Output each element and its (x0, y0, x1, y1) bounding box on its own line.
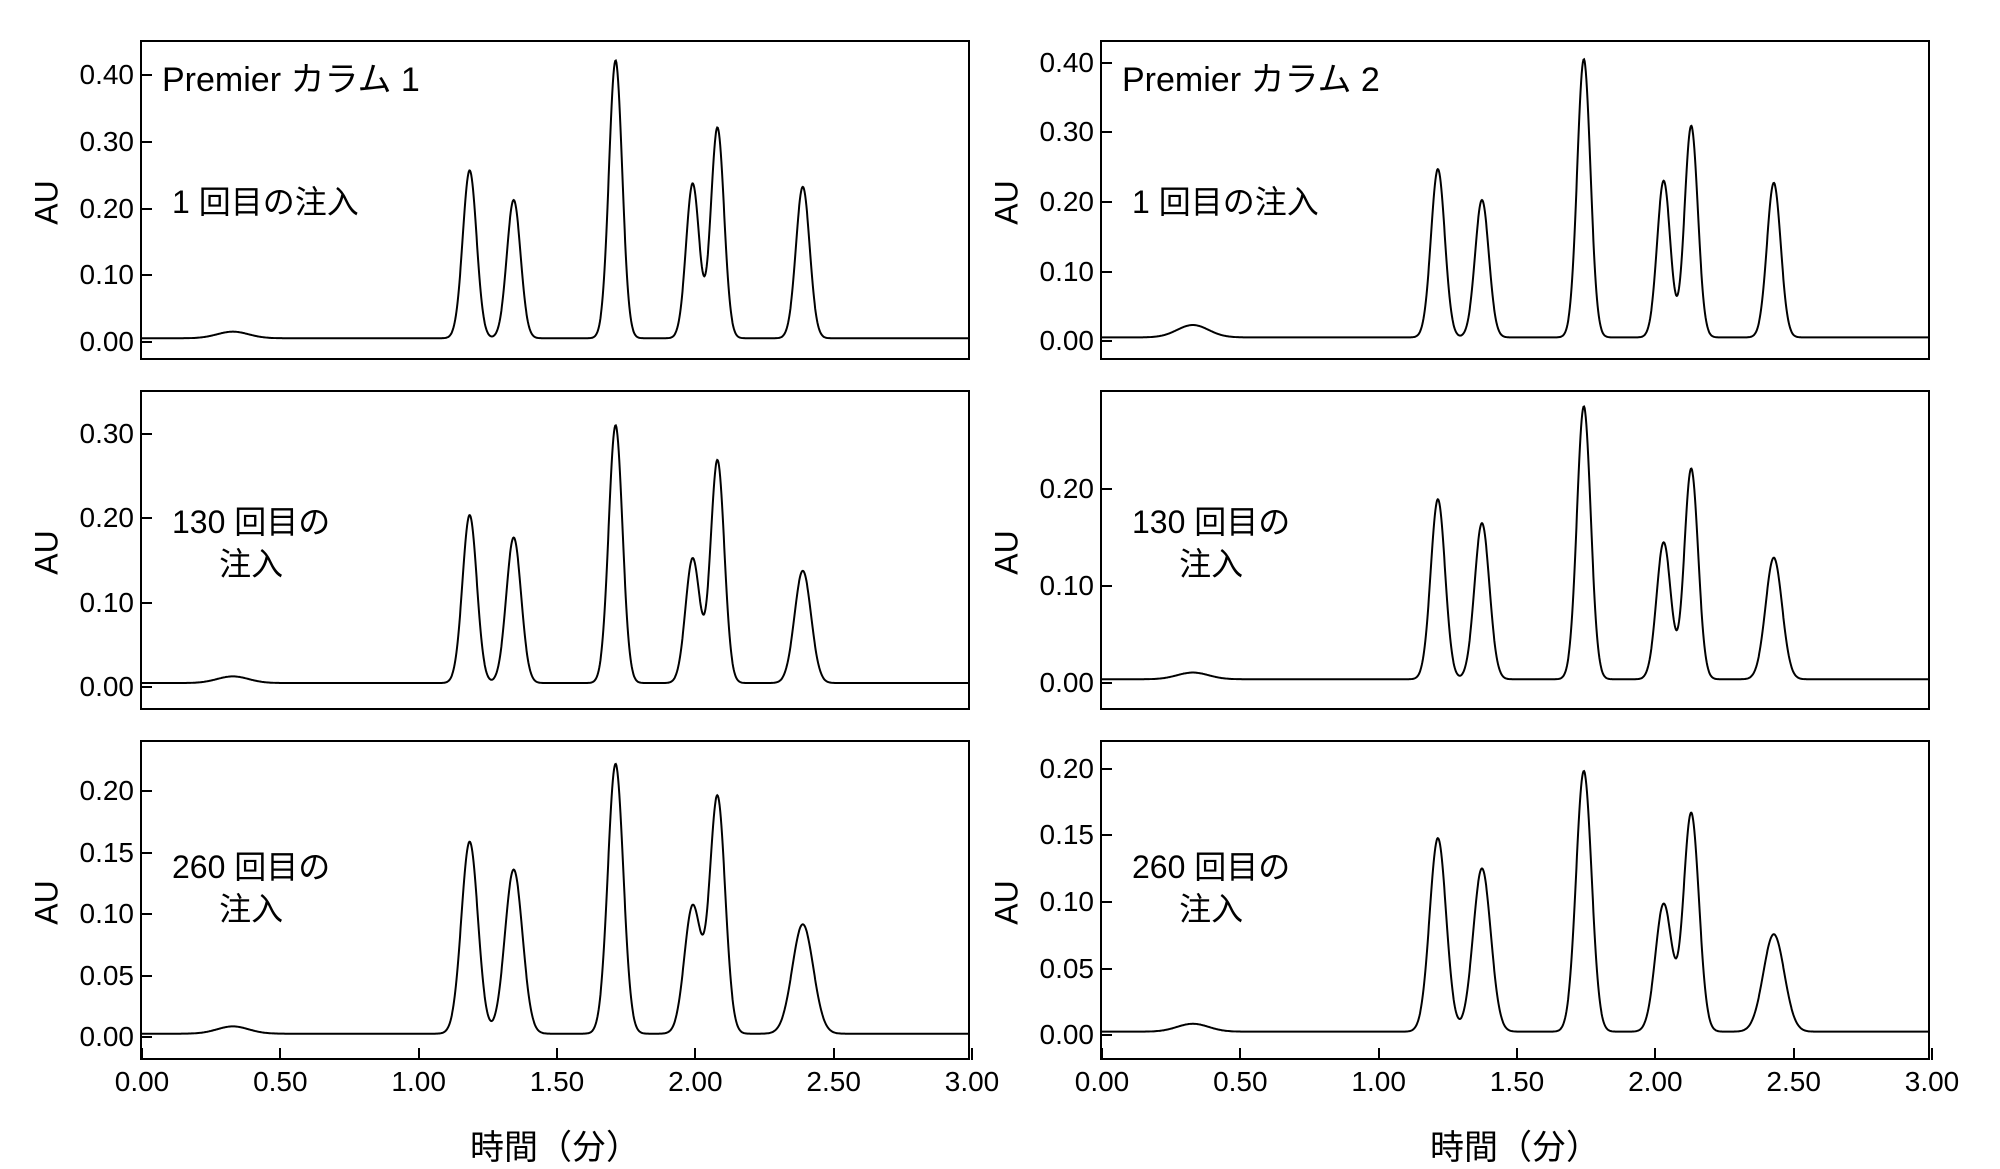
chromatogram-trace (142, 42, 968, 358)
y-tick-label: 0.30 (1040, 116, 1095, 148)
trace-path (142, 764, 968, 1034)
y-tick-label: 0.30 (80, 418, 135, 450)
y-tick-label: 0.10 (80, 587, 135, 619)
y-axis-label: AU (989, 880, 1026, 924)
y-tick-label: 0.15 (80, 837, 135, 869)
trace-path (1102, 407, 1928, 680)
y-tick-label: 0.00 (1040, 1019, 1095, 1051)
y-tick-label: 0.10 (1040, 570, 1095, 602)
y-tick-label: 0.00 (80, 326, 135, 358)
chromatogram-trace (1102, 42, 1928, 358)
y-tick-label: 0.00 (1040, 667, 1095, 699)
x-tick-label: 1.00 (391, 1066, 446, 1098)
chromatogram-figure: 0.000.100.200.300.40Premier カラム 11 回目の注入… (0, 0, 2000, 1159)
x-tick-label: 0.50 (1213, 1066, 1268, 1098)
chart-panel: 0.000.050.100.150.200.000.501.001.502.00… (140, 740, 970, 1060)
y-tick-label: 0.20 (1040, 186, 1095, 218)
chart-panel: 0.000.050.100.150.200.000.501.001.502.00… (1100, 740, 1930, 1060)
x-tick-label: 0.50 (253, 1066, 308, 1098)
trace-path (142, 61, 968, 339)
x-tick-label: 2.00 (1628, 1066, 1683, 1098)
x-tick-label: 1.50 (1490, 1066, 1545, 1098)
x-tick-label: 0.00 (115, 1066, 170, 1098)
y-tick-label: 0.20 (80, 193, 135, 225)
chromatogram-trace (1102, 392, 1928, 708)
x-tick-label: 1.00 (1351, 1066, 1406, 1098)
y-tick-label: 0.40 (80, 59, 135, 91)
chart-panel: 0.000.100.20130 回目の 注入 (1100, 390, 1930, 710)
y-tick-label: 0.10 (80, 259, 135, 291)
y-axis-label: AU (29, 530, 66, 574)
chart-panel: 0.000.100.200.30130 回目の 注入 (140, 390, 970, 710)
trace-path (1102, 771, 1928, 1032)
x-tick (971, 1048, 973, 1060)
y-axis-label: AU (29, 180, 66, 224)
y-tick-label: 0.40 (1040, 47, 1095, 79)
y-tick-label: 0.10 (80, 898, 135, 930)
y-tick-label: 0.15 (1040, 819, 1095, 851)
chromatogram-trace (142, 742, 968, 1058)
x-tick-label: 3.00 (945, 1066, 1000, 1098)
y-tick-label: 0.00 (80, 671, 135, 703)
chart-panel: 0.000.100.200.300.40Premier カラム 21 回目の注入 (1100, 40, 1930, 360)
y-tick-label: 0.00 (80, 1021, 135, 1053)
y-tick-label: 0.05 (80, 960, 135, 992)
chromatogram-trace (1102, 742, 1928, 1058)
y-tick-label: 0.20 (80, 502, 135, 534)
y-tick-label: 0.00 (1040, 325, 1095, 357)
y-tick-label: 0.10 (1040, 886, 1095, 918)
x-axis-label: 時間（分） (470, 1120, 640, 1169)
x-axis-label: 時間（分） (1430, 1120, 1600, 1169)
y-axis-label: AU (989, 530, 1026, 574)
x-tick-label: 2.00 (668, 1066, 723, 1098)
x-tick-label: 2.50 (1766, 1066, 1821, 1098)
y-tick-label: 0.20 (1040, 473, 1095, 505)
x-tick-label: 1.50 (530, 1066, 585, 1098)
x-tick-label: 2.50 (806, 1066, 861, 1098)
chart-panel: 0.000.100.200.300.40Premier カラム 11 回目の注入 (140, 40, 970, 360)
y-tick-label: 0.30 (80, 126, 135, 158)
y-tick-label: 0.05 (1040, 953, 1095, 985)
trace-path (142, 425, 968, 683)
x-tick (1931, 1048, 1933, 1060)
y-tick-label: 0.20 (1040, 753, 1095, 785)
y-tick-label: 0.10 (1040, 256, 1095, 288)
y-axis-label: AU (989, 180, 1026, 224)
x-tick-label: 3.00 (1905, 1066, 1960, 1098)
x-tick-label: 0.00 (1075, 1066, 1130, 1098)
chromatogram-trace (142, 392, 968, 708)
y-tick-label: 0.20 (80, 775, 135, 807)
y-axis-label: AU (29, 880, 66, 924)
trace-path (1102, 59, 1928, 337)
